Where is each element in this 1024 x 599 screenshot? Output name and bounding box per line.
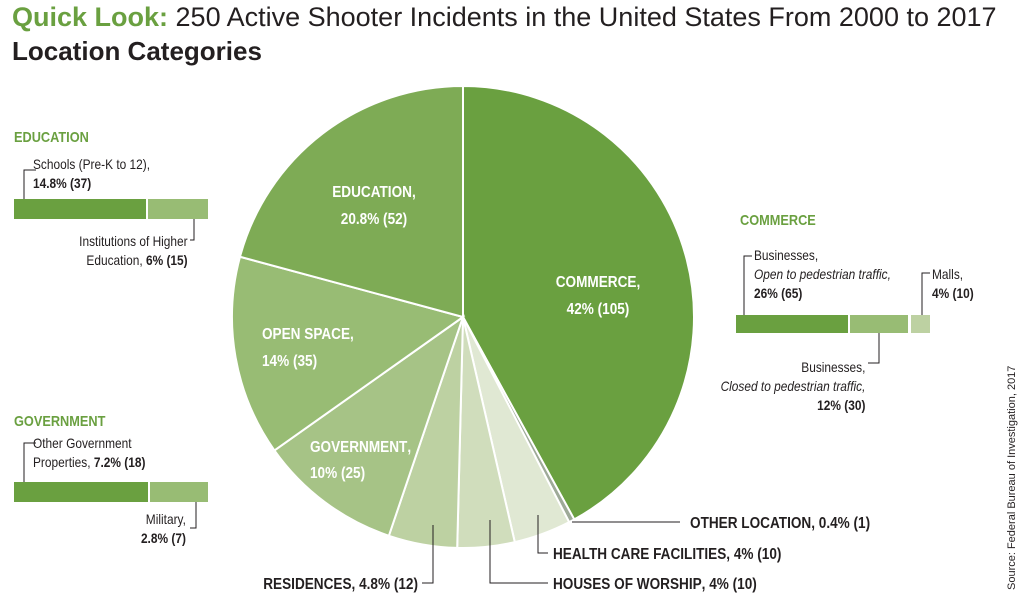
bar-segment-malls	[911, 315, 930, 333]
page-title: Quick Look: 250 Active Shooter Incidents…	[12, 2, 997, 33]
other-government-label: Other Government Properties, 7.2% (18)	[33, 435, 146, 470]
businesses-open-label: Businesses, Open to pedestrian traffic, …	[754, 247, 891, 301]
pie-slice-government	[273, 314, 465, 538]
leader-line	[190, 502, 197, 529]
leader-line	[23, 442, 36, 482]
education-breakdown-bar	[14, 169, 208, 241]
title-prefix: Quick Look:	[12, 2, 169, 32]
slice-label-education: EDUCATION,	[332, 184, 416, 201]
slice-label-open-space: OPEN SPACE,	[262, 326, 354, 343]
schools-label: Schools (Pre-K to 12), 14.8% (37)	[33, 156, 151, 191]
pie-slice-education	[238, 84, 464, 319]
bar-segment-military	[150, 482, 208, 502]
callout-health-care: HEALTH CARE FACILITIES, 4% (10)	[553, 546, 781, 563]
higher-education-label: Institutions of Higher Education, 6% (15…	[79, 233, 188, 268]
pie-slice-commerce	[462, 84, 695, 521]
leader-line	[23, 169, 36, 199]
leader-line-residences	[422, 525, 434, 584]
leader-line-health-care	[537, 515, 548, 554]
callout-residences: RESIDENCES, 4.8% (12)	[263, 576, 418, 593]
malls-label: Malls, 4% (10)	[932, 266, 974, 301]
title-text: 250 Active Shooter Incidents in the Unit…	[175, 2, 997, 32]
bar-segment-businesses-open	[736, 315, 848, 333]
bar-segment-higher-education	[148, 199, 208, 219]
leader-line	[868, 333, 880, 364]
businesses-closed-label: Businesses, Closed to pedestrian traffic…	[720, 359, 865, 413]
bar-segment-schools	[14, 199, 146, 219]
leader-line	[921, 272, 930, 315]
education-panel-heading: EDUCATION	[14, 129, 89, 146]
slice-value-open-space: 14% (35)	[262, 353, 317, 370]
callout-houses-of-worship: HOUSES OF WORSHIP, 4% (10)	[553, 576, 757, 593]
bar-segment-other-government	[14, 482, 148, 502]
source-note: Source: Federal Bureau of Investigation,…	[1006, 365, 1018, 590]
page-subtitle: Location Categories	[12, 36, 262, 66]
slice-value-government: 10% (25)	[310, 465, 365, 482]
slice-value-commerce: 42% (105)	[567, 301, 630, 318]
slice-value-education: 20.8% (52)	[341, 211, 407, 228]
government-panel-heading: GOVERNMENT	[14, 413, 106, 430]
slice-label-government: GOVERNMENT,	[310, 439, 411, 456]
callout-other-location: OTHER LOCATION, 0.4% (1)	[690, 515, 870, 532]
bar-segment-businesses-closed	[850, 315, 908, 333]
slice-label-commerce: COMMERCE,	[556, 274, 641, 291]
pie-slice-open-space	[231, 255, 466, 452]
leader-line-houses-of-worship	[489, 520, 548, 584]
leader-line	[190, 219, 195, 241]
military-label: Military, 2.8% (7)	[141, 511, 186, 546]
commerce-panel-heading: COMMERCE	[740, 212, 816, 229]
government-breakdown-bar	[14, 442, 208, 529]
leader-line	[743, 255, 752, 315]
commerce-breakdown-bar	[736, 255, 930, 364]
